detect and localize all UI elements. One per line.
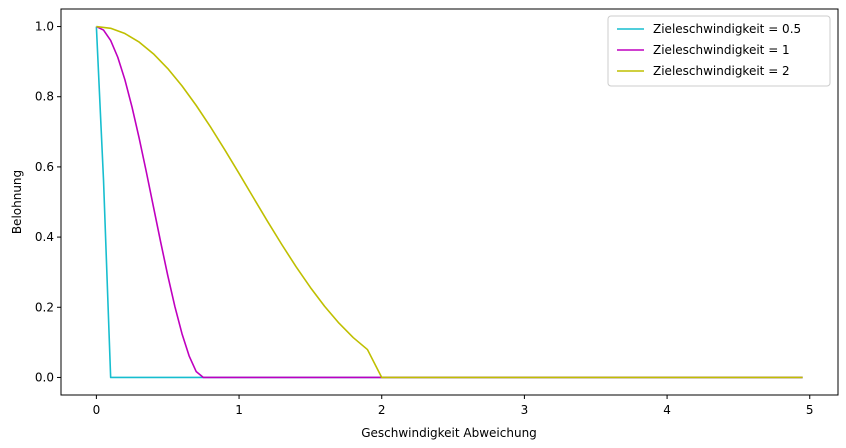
legend: Zieleschwindigkeit = 0.5 Zieleschwindigke… — [607, 15, 831, 87]
x-tick-label: 5 — [806, 403, 814, 417]
legend-label-2: Zieleschwindigkeit = 2 — [653, 64, 790, 78]
y-axis-label: Belohnung — [10, 170, 24, 234]
y-axis: 0.0 0.2 0.4 0.6 0.8 1.0 — [35, 20, 61, 384]
y-tick-label: 0.2 — [35, 300, 54, 314]
x-tick-label: 0 — [93, 403, 101, 417]
x-tick-label: 4 — [663, 403, 671, 417]
x-tick-label: 3 — [521, 403, 529, 417]
x-axis-label: Geschwindigkeit Abweichung — [361, 426, 537, 440]
legend-label-1: Zieleschwindigkeit = 1 — [653, 43, 790, 57]
series-line-1 — [96, 25, 803, 379]
series-layer — [95, 25, 803, 379]
legend-box — [607, 15, 831, 87]
y-tick-label: 0.8 — [35, 90, 54, 104]
y-tick-label: 1.0 — [35, 20, 54, 34]
y-tick-label: 0.4 — [35, 230, 54, 244]
series-line-2 — [96, 25, 803, 379]
y-tick-label: 0.6 — [35, 160, 54, 174]
legend-label-0: Zieleschwindigkeit = 0.5 — [653, 22, 801, 36]
x-tick-label: 2 — [378, 403, 386, 417]
x-tick-label: 1 — [235, 403, 243, 417]
x-axis: 0 1 2 3 4 5 — [93, 395, 814, 417]
plot-frame — [60, 8, 839, 396]
y-tick-label: 0.0 — [35, 370, 54, 384]
